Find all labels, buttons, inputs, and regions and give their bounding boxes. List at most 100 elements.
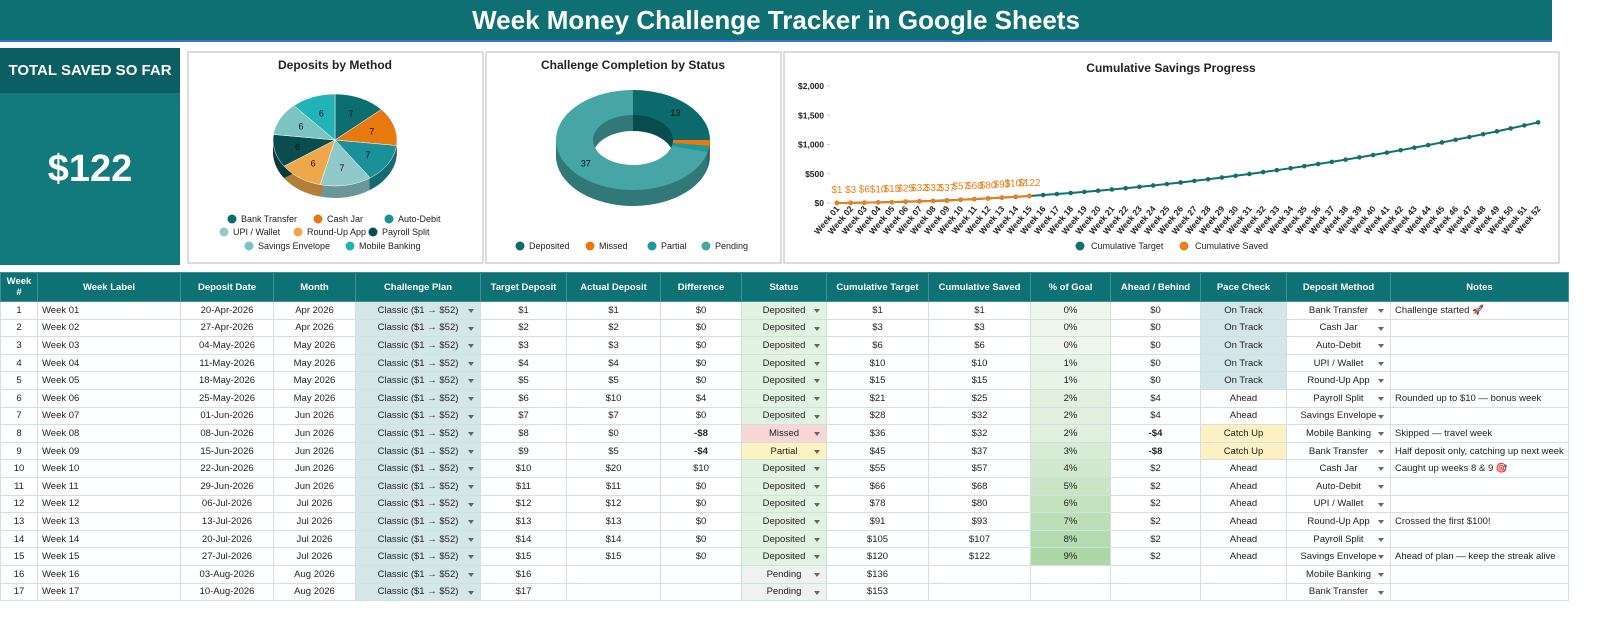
cell[interactable]: Classic ($1 → $52) <box>355 512 481 531</box>
cell[interactable]: Bank Transfer <box>1286 441 1391 461</box>
data-label: 7 <box>339 163 344 173</box>
cell[interactable]: Classic ($1 → $52) <box>355 529 481 549</box>
cell[interactable]: Deposited <box>741 529 827 549</box>
cell: $8 <box>480 424 567 443</box>
series-point <box>1027 193 1032 199</box>
cell[interactable]: Partial <box>741 441 827 461</box>
cell[interactable]: Bank Transfer <box>1286 582 1391 602</box>
cell <box>1030 564 1111 584</box>
data-label: 6 <box>311 158 316 168</box>
cell[interactable]: Deposited <box>741 371 827 390</box>
cell[interactable]: Classic ($1 → $52) <box>355 564 481 584</box>
legend-swatch <box>345 241 355 251</box>
cell[interactable]: Classic ($1 → $52) <box>355 494 481 514</box>
cell[interactable]: Cash Jar <box>1286 459 1391 478</box>
cell[interactable]: Classic ($1 → $52) <box>355 406 481 426</box>
cell[interactable]: Bank Transfer <box>1286 301 1391 320</box>
data-label: $1 <box>831 185 843 196</box>
row: 1 Week 01 20-Apr-2026 Apr 2026 Classic ($1 →… <box>0 301 1569 320</box>
cell[interactable]: Auto-Debit <box>1286 336 1391 355</box>
cell[interactable]: Deposited <box>741 512 827 531</box>
column-header: Target Deposit <box>480 272 567 302</box>
row: 4 Week 04 11-May-2026 May 2026 Classic ($1 →… <box>0 353 1569 373</box>
cell[interactable]: Classic ($1 → $52) <box>355 441 481 461</box>
cell[interactable]: Deposited <box>741 406 827 426</box>
cell[interactable]: Classic ($1 → $52) <box>355 582 481 602</box>
cell[interactable]: UPI / Wallet <box>1286 494 1391 514</box>
series-point <box>1412 145 1417 150</box>
cell[interactable]: Missed <box>741 424 827 443</box>
data-label: $10 <box>870 184 887 195</box>
cell[interactable]: Deposited <box>741 476 827 496</box>
cell[interactable]: Classic ($1 → $52) <box>355 371 481 390</box>
cell[interactable]: Deposited <box>741 318 827 338</box>
series-point <box>1467 134 1472 140</box>
cell[interactable]: Classic ($1 → $52) <box>355 388 481 408</box>
cell[interactable]: Deposited <box>741 301 827 320</box>
cell[interactable]: Round-Up App <box>1286 512 1391 531</box>
cell[interactable]: Classic ($1 → $52) <box>355 353 481 373</box>
cell: 10 <box>0 459 38 478</box>
cell[interactable]: Deposited <box>741 459 827 478</box>
cell[interactable]: Savings Envelope <box>1286 406 1391 426</box>
cell[interactable]: Payroll Split <box>1286 529 1391 549</box>
donut-slice <box>672 140 710 147</box>
cell[interactable]: Payroll Split <box>1286 388 1391 408</box>
cell[interactable]: Cash Jar <box>1286 318 1391 338</box>
series-point <box>1205 176 1211 182</box>
cell: $10 <box>928 353 1031 373</box>
cell[interactable]: Deposited <box>741 353 827 373</box>
cell: $10 <box>480 459 567 478</box>
cell: $55 <box>826 459 929 478</box>
cell[interactable]: Classic ($1 → $52) <box>355 547 481 566</box>
cell[interactable]: UPI / Wallet <box>1286 353 1391 373</box>
cell[interactable]: Classic ($1 → $52) <box>355 424 481 443</box>
row: 5 Week 05 18-May-2026 May 2026 Classic ($1 →… <box>0 371 1569 390</box>
cell: $5 <box>566 441 661 461</box>
cell: $1 <box>480 301 567 320</box>
cell: Jun 2026 <box>273 476 356 496</box>
panel <box>783 51 1560 264</box>
cell[interactable]: Pending <box>741 564 827 584</box>
cell <box>1390 318 1569 338</box>
series-point <box>944 198 950 204</box>
cell: Week 02 <box>37 318 181 338</box>
cell: Week 05 <box>37 371 181 390</box>
series-point <box>1095 188 1101 194</box>
cell[interactable]: Auto-Debit <box>1286 476 1391 496</box>
cell <box>1390 529 1569 549</box>
cell[interactable]: Deposited <box>741 388 827 408</box>
cell[interactable]: Classic ($1 → $52) <box>355 336 481 355</box>
cell: $12 <box>566 494 661 514</box>
cell[interactable]: Classic ($1 → $52) <box>355 476 481 496</box>
cell[interactable]: Classic ($1 → $52) <box>355 318 481 338</box>
y-tick-label: $0 <box>815 198 825 208</box>
cell[interactable]: Deposited <box>741 547 827 566</box>
cell: $153 <box>826 582 929 602</box>
cell[interactable]: Mobile Banking <box>1286 564 1391 584</box>
cell: $4 <box>1110 388 1201 408</box>
cell: 5 <box>0 371 38 390</box>
cell[interactable]: Classic ($1 → $52) <box>355 459 481 478</box>
cell[interactable]: Pending <box>741 582 827 602</box>
cell: Week 14 <box>37 529 181 549</box>
cell: Half deposit only, catching up next week <box>1390 441 1569 461</box>
cell <box>1390 476 1569 496</box>
cell: $2 <box>1110 494 1201 514</box>
series-point <box>1068 190 1073 196</box>
cell[interactable]: Deposited <box>741 336 827 355</box>
legend-swatch <box>368 227 378 237</box>
cell: Week 09 <box>37 441 181 461</box>
cell: Week 16 <box>37 564 181 584</box>
cell: Week 07 <box>37 406 181 426</box>
cell[interactable]: Deposited <box>741 494 827 514</box>
data-label: $37 <box>939 183 956 194</box>
data-label: $25 <box>897 184 914 195</box>
cell: 0% <box>1030 301 1111 320</box>
cell[interactable]: Classic ($1 → $52) <box>355 301 481 320</box>
cell[interactable]: Savings Envelope <box>1286 547 1391 566</box>
cell: 22-Jun-2026 <box>180 459 274 478</box>
cell[interactable]: Round-Up App <box>1286 371 1391 390</box>
cell[interactable]: Mobile Banking <box>1286 424 1391 443</box>
cell: Ahead <box>1200 547 1287 566</box>
